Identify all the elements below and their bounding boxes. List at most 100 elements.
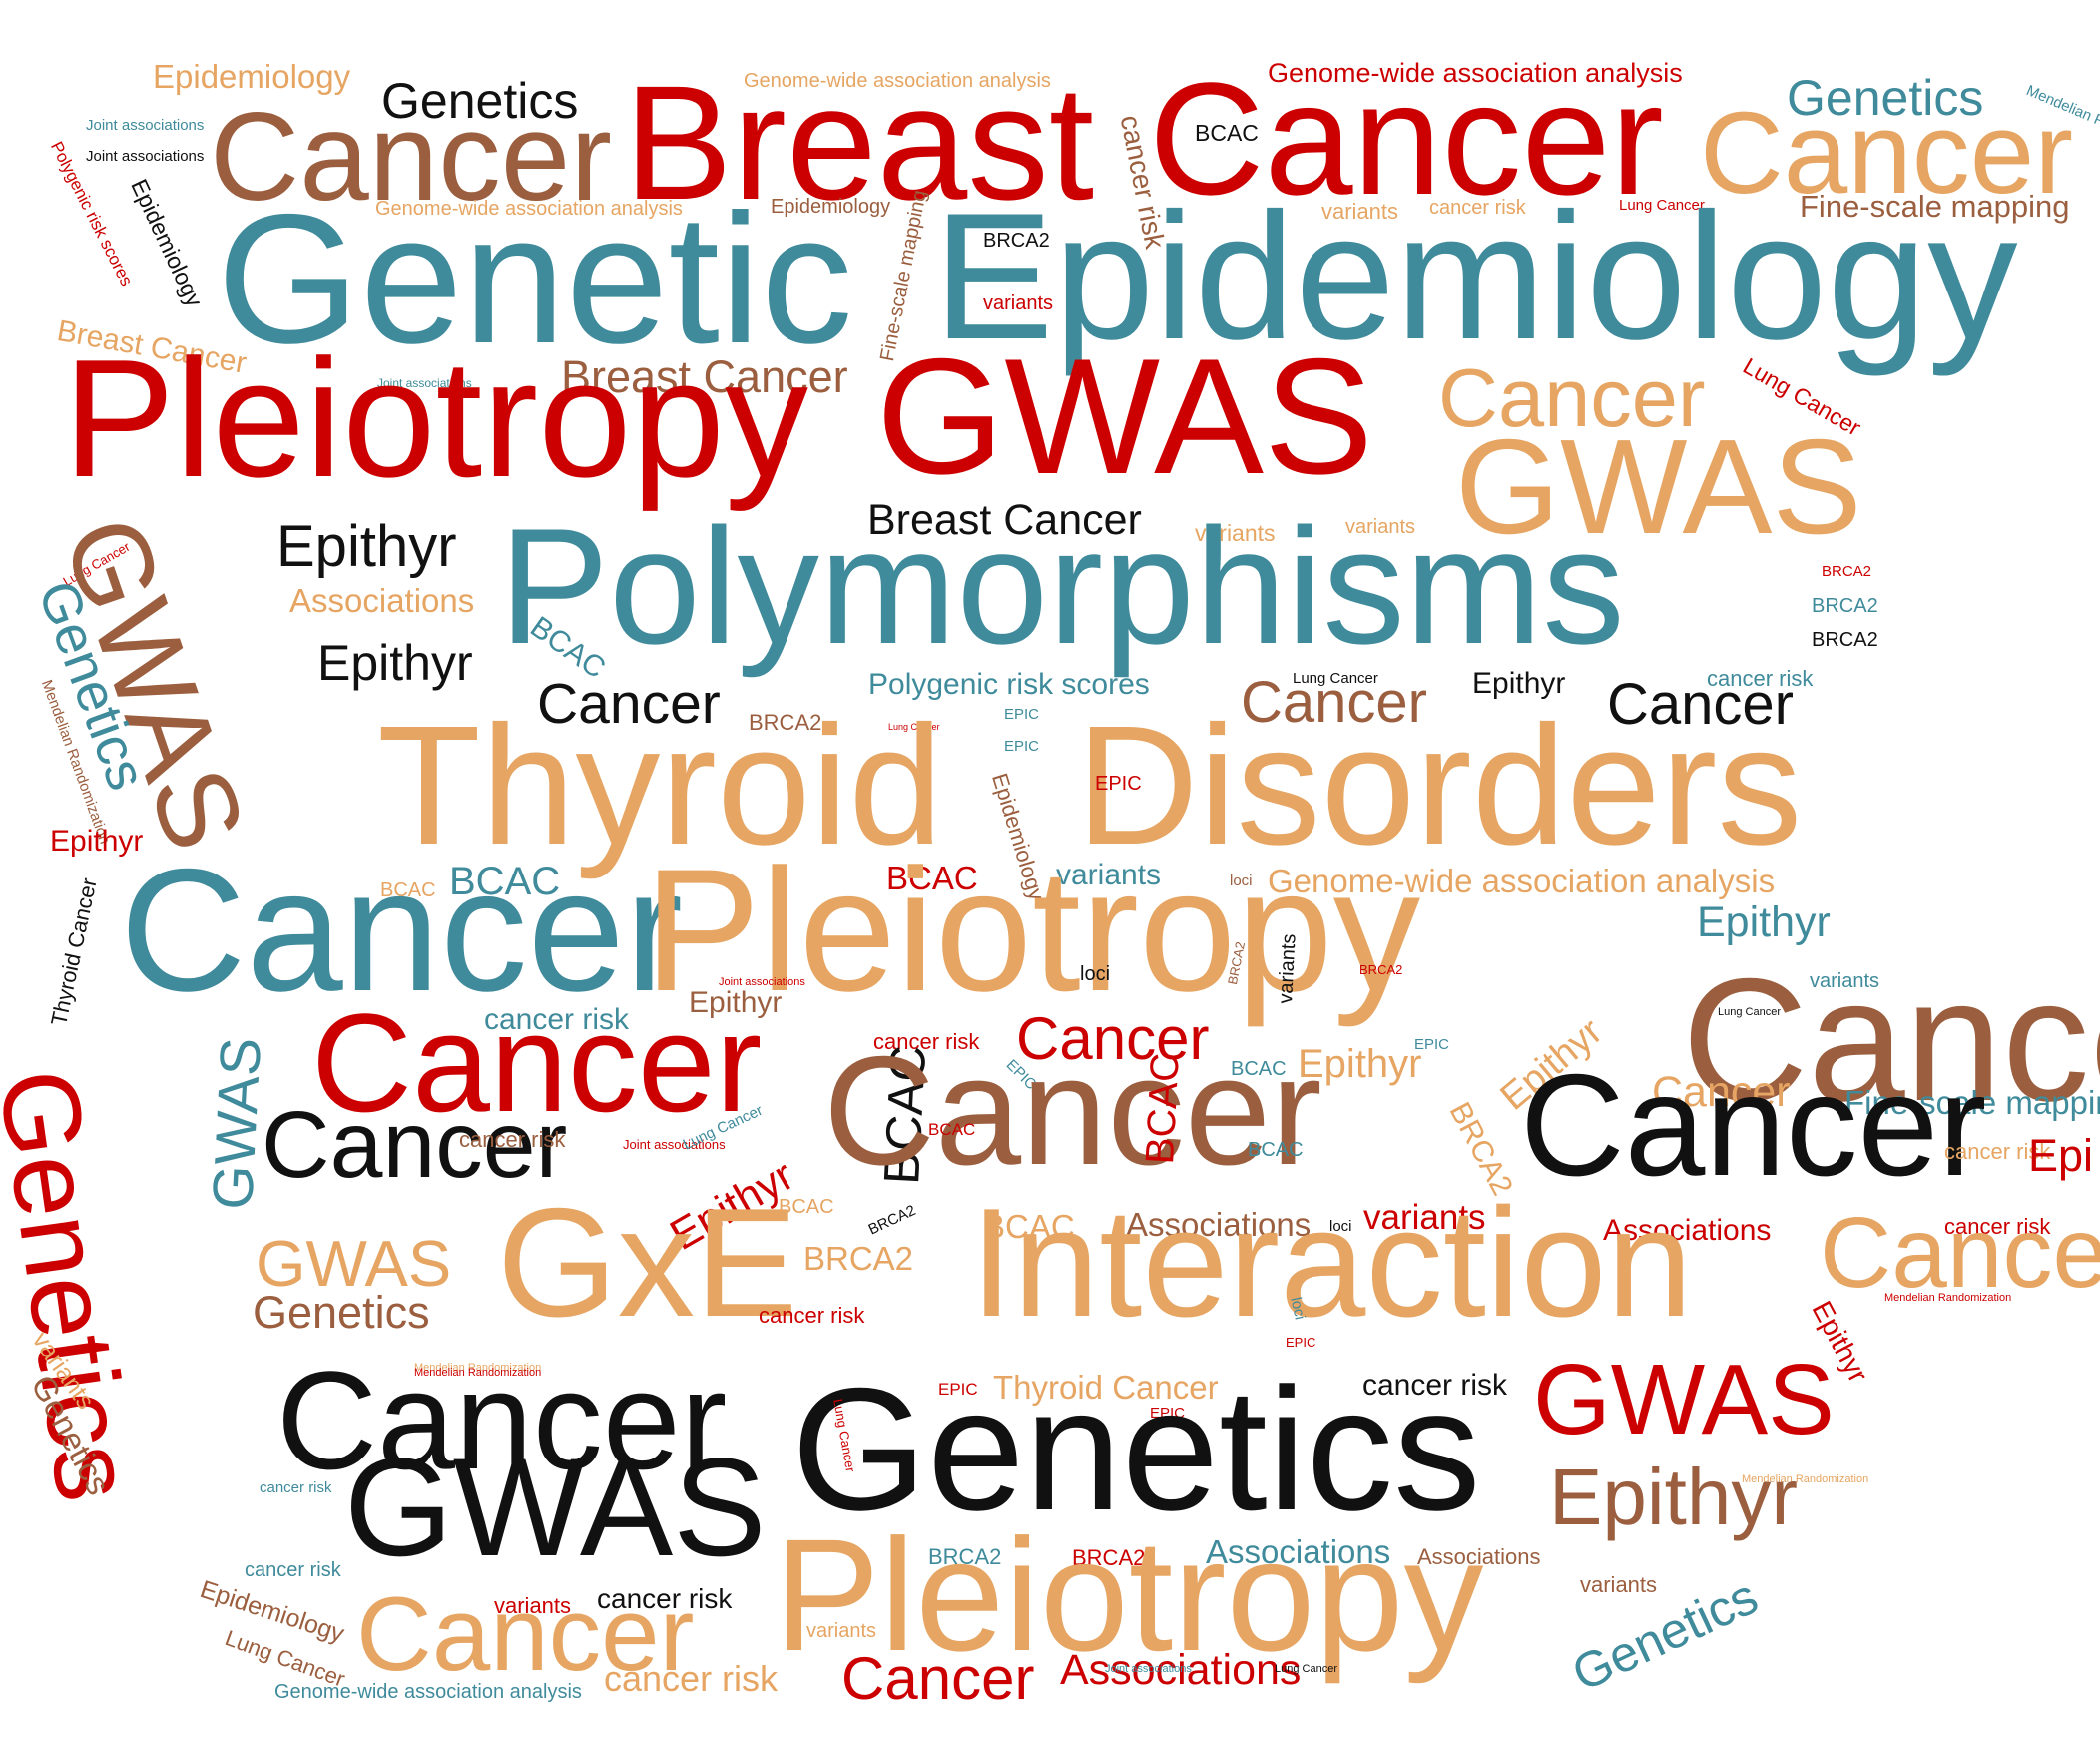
word-genetic: Genetic (217, 177, 853, 382)
word-variants: variants (983, 292, 1054, 314)
word-cancer: Cancer (1652, 1068, 1791, 1116)
word-associations: Associations (289, 582, 475, 619)
word-epithyr: Epithyr (1472, 667, 1566, 700)
word-cancer-risk: cancer risk (759, 1303, 865, 1328)
word-gxe: GxE (497, 1176, 798, 1349)
word-joint-associations: Joint associations (86, 148, 205, 165)
word-joint-associations: Joint associations (86, 117, 205, 134)
word-joint-associations: Joint associations (623, 1137, 726, 1152)
word-epithyr: Epithyr (689, 986, 783, 1019)
word-loci: loci (1329, 1218, 1352, 1235)
word-bcac: BCAC (380, 879, 436, 901)
word-cancer: Cancer (1820, 1197, 2100, 1309)
word-cancer: Cancer (276, 1342, 728, 1498)
word-thyroid-cancer: Thyroid Cancer (46, 875, 102, 1028)
word-epithyr: Epithyr (1549, 1453, 1798, 1541)
word-fine-scale-mapping: Fine-scale mapping (1844, 1084, 2100, 1121)
word-cancer-risk: cancer risk (1362, 1369, 1508, 1402)
word-brca2: BRCA2 (1359, 962, 1403, 977)
word-cancer-risk: cancer risk (873, 1029, 980, 1054)
word-brca2: BRCA2 (1822, 563, 1872, 580)
word-cancer: Cancer (823, 1024, 1322, 1197)
word-associations: Associations (1417, 1544, 1541, 1569)
word-genome-wide-association-analysis: Genome-wide association analysis (1268, 58, 1683, 88)
word-cancer-risk: cancer risk (1429, 197, 1526, 219)
word-bcac: BCAC (1138, 1051, 1188, 1166)
word-lung-cancer: Lung Cancer (1275, 1663, 1337, 1675)
word-brca2: BRCA2 (803, 1240, 914, 1277)
word-joint-associations: Joint associations (377, 376, 472, 390)
word-epidemiology: Epidemiology (771, 196, 891, 218)
word-joint-associations: Joint associations (1105, 1663, 1192, 1675)
word-brca2: BRCA2 (1072, 1545, 1146, 1570)
word-fine-scale-mapping: Fine-scale mapping (1800, 189, 2070, 224)
word-loci: loci (1230, 873, 1253, 889)
word-gwas: GWAS (1533, 1344, 1835, 1456)
word-mendelian-randomization: Mendelian Randomization (1742, 1473, 1869, 1485)
word-cancer-risk: cancer risk (597, 1583, 733, 1614)
word-variants: variants (1321, 199, 1399, 224)
word-genome-wide-association-analysis: Genome-wide association analysis (274, 1681, 582, 1703)
word-thyroid-cancer: Thyroid Cancer (993, 1369, 1219, 1406)
word-cancer: Cancer (1016, 1005, 1210, 1072)
word-associations: Associations (1206, 1533, 1391, 1570)
word-gwas: GWAS (1455, 411, 1862, 562)
word-variants: variants (1363, 1198, 1486, 1237)
word-cancer: Cancer (311, 984, 763, 1141)
word-brca2: BRCA2 (1812, 595, 1878, 617)
word-cancer-risk: cancer risk (1944, 1214, 2051, 1239)
word-bcac: BCAC (449, 860, 561, 903)
word-mendelian-randomization: Mendelian Randomization (1884, 1292, 2012, 1304)
word-lung-cancer: Lung Cancer (888, 722, 940, 732)
word-joint-associations: Joint associations (719, 976, 805, 988)
word-variants: variants (494, 1593, 572, 1618)
word-cancer-risk: cancer risk (1707, 666, 1814, 691)
word-bcac: BCAC (928, 1120, 976, 1139)
word-breast-cancer: Breast Cancer (867, 496, 1142, 544)
word-brca2: BRCA2 (983, 230, 1050, 252)
word-bcac: BCAC (1231, 1058, 1287, 1080)
word-epic: EPIC (1286, 1335, 1316, 1350)
word-cancer: Cancer (537, 672, 721, 736)
word-genome-wide-association-analysis: Genome-wide association analysis (744, 70, 1051, 92)
word-brca2: BRCA2 (749, 710, 822, 735)
word-epic: EPIC (1150, 1405, 1186, 1422)
word-bcac: BCAC (1248, 1139, 1304, 1161)
word-loci: loci (1080, 963, 1111, 985)
word-gwas: GWAS (876, 324, 1374, 508)
word-variants: variants (1275, 933, 1301, 1005)
word-cancer: Cancer (356, 1576, 695, 1693)
word-cancer-risk: cancer risk (604, 1658, 779, 1699)
word-cancer: Cancer (262, 1092, 568, 1198)
word-bcac: BCAC (1195, 120, 1259, 146)
word-polymorphisms: Polymorphisms (499, 494, 1625, 678)
word-cancer: Cancer (1438, 351, 1706, 444)
word-gwas: GWAS (344, 1429, 767, 1585)
word-disorders: Disorders (1076, 691, 1803, 880)
word-interaction: Interaction (970, 1176, 1693, 1349)
word-thyroid: Thyroid (377, 691, 943, 880)
word-bcac: BCAC (779, 1196, 834, 1218)
word-pleiotropy: Pleiotropy (63, 324, 809, 512)
word-lung-cancer: Lung Cancer (1718, 1006, 1781, 1018)
word-brca2: BRCA2 (865, 1201, 919, 1239)
word-genetics: Genetics (791, 1353, 1481, 1547)
word-associations: Associations (1060, 1646, 1302, 1694)
word-epidemiology: Epidemiology (153, 58, 351, 95)
word-cancer-risk: cancer risk (459, 1127, 566, 1152)
word-genetics: Genetics (253, 1287, 430, 1338)
word-pleiotropy: Pleiotropy (644, 834, 1421, 1028)
word-cancer: Cancer (120, 834, 684, 1028)
word-variants: variants (1056, 859, 1162, 891)
word-cancer: Cancer (1520, 1044, 1987, 1206)
word-lung-cancer: Lung Cancer (1619, 197, 1705, 214)
word-epic: EPIC (1414, 1036, 1450, 1053)
word-epi: Epi (2028, 1130, 2094, 1181)
word-cancer: Cancer (1241, 670, 1427, 735)
word-cancer: Cancer (1682, 943, 2100, 1138)
word-variants: variants (806, 1620, 877, 1642)
word-genetics: Genetics (381, 73, 579, 129)
word-epic: EPIC (1095, 773, 1142, 795)
word-pleiotropy: Pleiotropy (774, 1505, 1484, 1684)
